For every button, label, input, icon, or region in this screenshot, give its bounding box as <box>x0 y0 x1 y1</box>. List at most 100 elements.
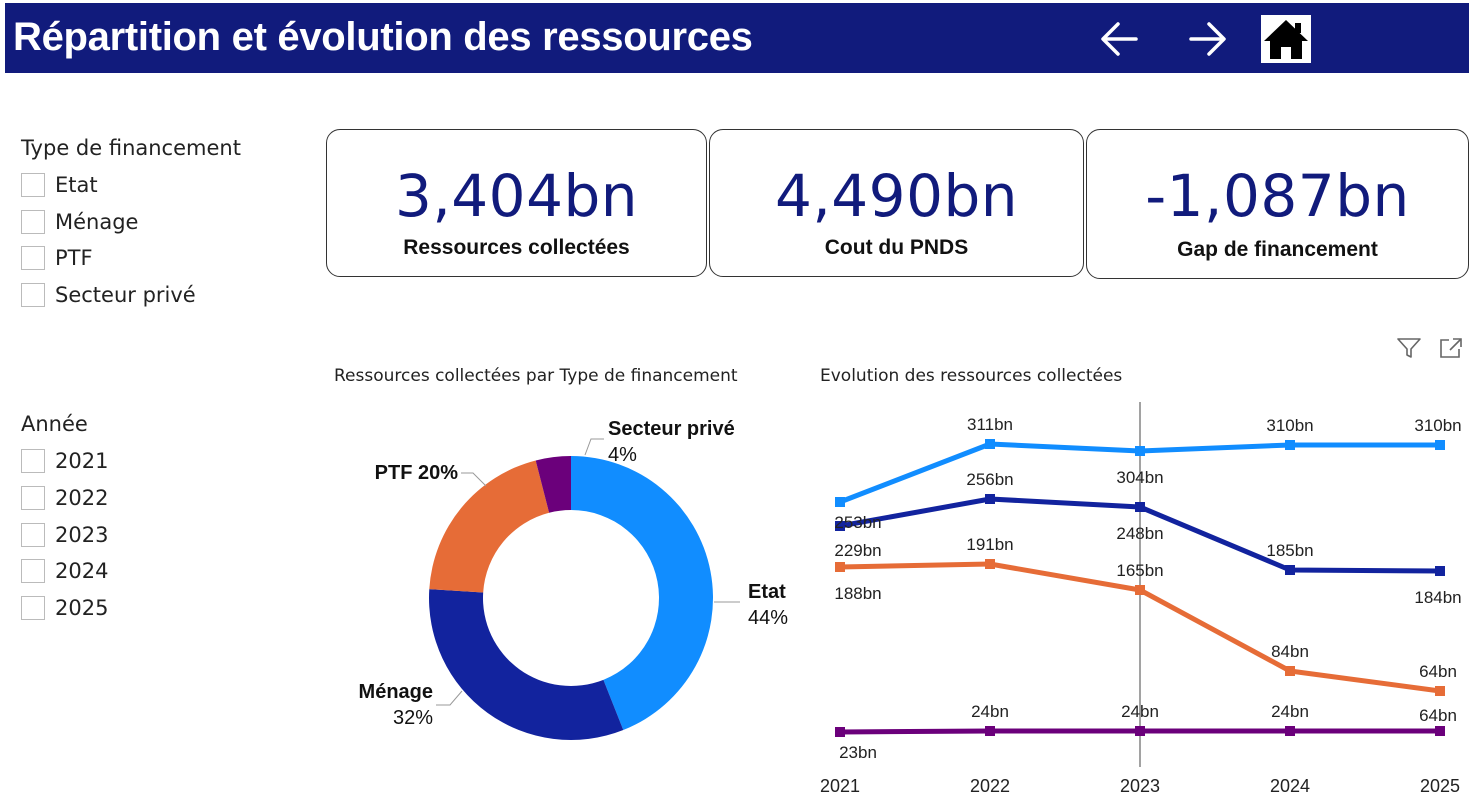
data-point[interactable] <box>1135 726 1145 736</box>
home-button[interactable] <box>1261 15 1311 63</box>
year-option-2023[interactable]: 2023 <box>21 520 108 550</box>
data-label: 24bn <box>971 702 1009 721</box>
focus-mode-button[interactable] <box>1438 336 1464 360</box>
financing-option-label: PTF <box>55 246 93 270</box>
line-chart-title: Evolution des ressources collectées <box>820 366 1123 386</box>
data-point[interactable] <box>1135 446 1145 456</box>
donut-chart: Etat 44% Ménage 32% PTF 20% Secteur privé 4% <box>359 418 788 740</box>
year-option-2024[interactable]: 2024 <box>21 556 108 586</box>
checkbox[interactable] <box>21 486 45 510</box>
kpi-value: 4,490bn <box>774 162 1019 230</box>
year-slicer-title: Année <box>21 412 88 436</box>
data-point[interactable] <box>835 562 845 572</box>
data-point[interactable] <box>1135 585 1145 595</box>
donut-slice-label: Ménage <box>359 681 433 703</box>
donut-slice-label: Secteur privé <box>608 418 735 440</box>
kpi-value: 3,404bn <box>394 162 639 230</box>
data-point[interactable] <box>985 726 995 736</box>
checkbox[interactable] <box>21 283 45 307</box>
checkbox[interactable] <box>21 173 45 197</box>
checkbox[interactable] <box>21 559 45 583</box>
data-label: 310bn <box>1266 416 1313 435</box>
data-label: 253bn <box>834 513 881 532</box>
data-point[interactable] <box>1285 565 1295 575</box>
year-option-2021[interactable]: 2021 <box>21 446 108 476</box>
data-label: 248bn <box>1116 524 1163 543</box>
x-axis-tick-label: 2022 <box>970 776 1010 796</box>
arrow-left-icon <box>1101 22 1138 56</box>
data-point[interactable] <box>1285 726 1295 736</box>
checkbox[interactable] <box>21 246 45 270</box>
data-label: 185bn <box>1266 541 1313 560</box>
data-label: 310bn <box>1414 416 1461 435</box>
financing-option-ptf[interactable]: PTF <box>21 243 93 273</box>
kpi-card-pnds-cost: 4,490bn Cout du PNDS <box>709 129 1084 277</box>
year-option-label: 2021 <box>55 449 109 473</box>
kpi-card-resources: 3,404bn Ressources collectées <box>326 129 707 277</box>
data-point[interactable] <box>985 494 995 504</box>
data-label: 84bn <box>1271 642 1309 661</box>
data-label: 184bn <box>1414 588 1461 607</box>
data-label: 191bn <box>966 535 1013 554</box>
back-button[interactable] <box>1096 16 1142 62</box>
checkbox[interactable] <box>21 449 45 473</box>
financing-option-secteur-prive[interactable]: Secteur privé <box>21 280 196 310</box>
data-point[interactable] <box>1135 502 1145 512</box>
checkbox[interactable] <box>21 210 45 234</box>
data-label: 229bn <box>834 541 881 560</box>
data-point[interactable] <box>1435 566 1445 576</box>
data-label: 64bn <box>1419 706 1457 725</box>
year-option-2025[interactable]: 2025 <box>21 593 108 623</box>
data-label: 165bn <box>1116 561 1163 580</box>
data-point[interactable] <box>1285 440 1295 450</box>
financing-option-label: Ménage <box>55 210 139 234</box>
kpi-value: -1,087bn <box>1145 162 1410 230</box>
checkbox[interactable] <box>21 523 45 547</box>
forward-button[interactable] <box>1185 16 1231 62</box>
data-label: 311bn <box>967 415 1013 434</box>
focus-mode-icon <box>1440 338 1462 358</box>
home-icon <box>1264 20 1308 59</box>
arrow-right-icon <box>1189 22 1226 56</box>
data-label: 256bn <box>966 470 1013 489</box>
year-option-label: 2024 <box>55 559 109 583</box>
financing-option-etat[interactable]: Etat <box>21 170 98 200</box>
data-point[interactable] <box>1285 666 1295 676</box>
x-axis-tick-label: 2025 <box>1420 776 1460 796</box>
year-option-label: 2023 <box>55 523 109 547</box>
year-option-2022[interactable]: 2022 <box>21 483 108 513</box>
x-axis-tick-label: 2024 <box>1270 776 1310 796</box>
data-point[interactable] <box>835 497 845 507</box>
financing-type-slicer-title: Type de financement <box>21 136 241 160</box>
page-title: Répartition et évolution des ressources <box>13 15 753 59</box>
data-point[interactable] <box>1435 686 1445 696</box>
financing-option-menage[interactable]: Ménage <box>21 207 138 237</box>
donut-leader-line <box>461 472 487 487</box>
checkbox[interactable] <box>21 596 45 620</box>
kpi-label: Gap de financement <box>1177 238 1378 261</box>
data-point[interactable] <box>835 521 845 531</box>
year-option-label: 2022 <box>55 486 109 510</box>
data-label: 24bn <box>1121 702 1159 721</box>
donut-slice-label: 4% <box>608 444 637 466</box>
data-label: 304bn <box>1116 468 1163 487</box>
data-point[interactable] <box>1435 726 1445 736</box>
data-point[interactable] <box>835 727 845 737</box>
data-label: 188bn <box>834 584 881 603</box>
financing-option-label: Etat <box>55 173 98 197</box>
donut-slice-etat[interactable] <box>571 456 713 731</box>
donut-leader-line <box>436 690 463 706</box>
data-point[interactable] <box>985 439 995 449</box>
donut-slice-label: Etat <box>748 581 786 603</box>
data-label: 23bn <box>839 743 877 762</box>
donut-slice-ménage[interactable] <box>428 589 624 740</box>
donut-slice-secteur-privé[interactable] <box>535 456 571 513</box>
donut-slice-label: 32% <box>393 707 433 729</box>
data-label: 24bn <box>1271 702 1309 721</box>
donut-chart-title: Ressources collectées par Type de financ… <box>334 366 738 386</box>
donut-slice-ptf[interactable] <box>429 460 550 593</box>
filter-button[interactable] <box>1396 336 1422 360</box>
donut-slice-label: 44% <box>748 607 788 629</box>
data-point[interactable] <box>1435 440 1445 450</box>
data-point[interactable] <box>985 559 995 569</box>
